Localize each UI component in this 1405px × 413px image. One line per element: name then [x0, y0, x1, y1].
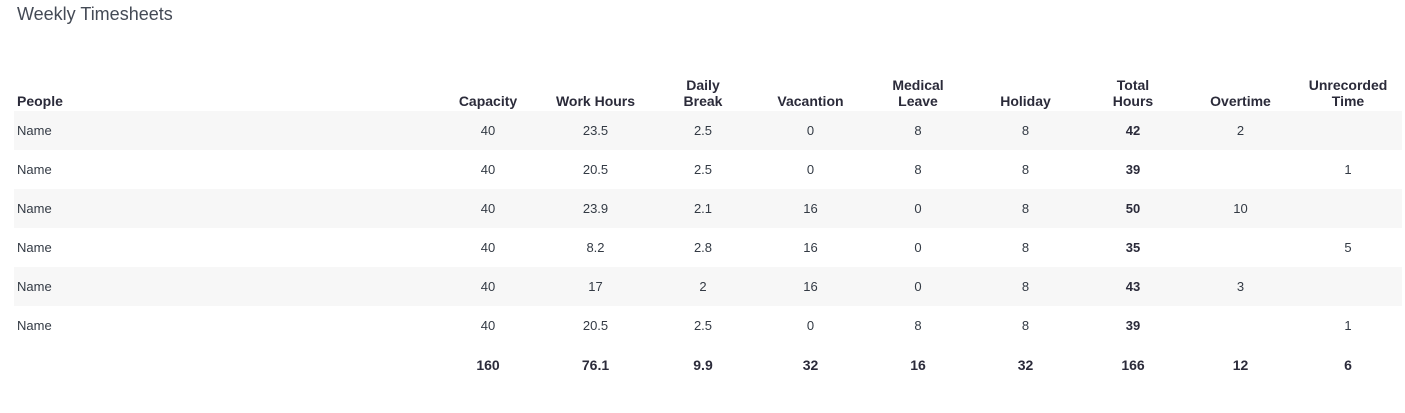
cell-work-hours: 23.5: [542, 111, 649, 150]
header-total-hours-line2: Hours: [1112, 93, 1154, 109]
table-row[interactable]: Name 40 20.5 2.5 0 8 8 39 1: [14, 150, 1402, 189]
header-total-hours[interactable]: Total Hours: [1079, 71, 1187, 111]
header-daily-break[interactable]: Daily Break: [649, 71, 757, 111]
cell-capacity: 40: [434, 189, 542, 228]
cell-capacity: 40: [434, 111, 542, 150]
cell-medical-leave: 8: [864, 111, 972, 150]
cell-name: Name: [17, 318, 52, 333]
cell-unrecorded-time: 5: [1344, 240, 1352, 255]
cell-overtime: [1187, 150, 1294, 189]
total-vacation: 32: [802, 356, 819, 373]
header-medical-leave-line2: Leave: [898, 93, 938, 109]
total-overtime: 12: [1232, 356, 1249, 373]
table-row[interactable]: Name 40 23.5 2.5 0 8 8 42 2: [14, 111, 1402, 150]
cell-unrecorded-time: 1: [1344, 162, 1352, 177]
cell-unrecorded-time: [1294, 111, 1402, 150]
header-daily-break-line1: Daily: [686, 77, 720, 93]
cell-name: Name: [17, 240, 52, 255]
cell-unrecorded-time: [1294, 189, 1402, 228]
cell-unrecorded-time: [1294, 267, 1402, 306]
table-row[interactable]: Name 40 8.2 2.8 16 0 8 35 5: [14, 228, 1402, 267]
total-medical-leave: 16: [910, 356, 926, 373]
cell-holiday: 8: [1021, 162, 1030, 177]
cell-work-hours: 8.2: [586, 240, 605, 255]
cell-medical-leave: 0: [864, 267, 972, 306]
total-daily-break: 9.9: [693, 356, 713, 373]
cell-vacation: 16: [757, 189, 864, 228]
header-work-hours[interactable]: Work Hours: [555, 93, 636, 109]
cell-total-hours: 50: [1079, 189, 1187, 228]
cell-capacity: 40: [480, 162, 496, 177]
cell-daily-break: 2.5: [693, 162, 713, 177]
cell-vacation: 0: [806, 162, 815, 177]
cell-total-hours: 35: [1125, 240, 1141, 255]
total-capacity: 160: [476, 356, 500, 373]
cell-total-hours: 39: [1125, 162, 1141, 177]
cell-daily-break: 2.5: [649, 111, 757, 150]
cell-daily-break: 2: [649, 267, 757, 306]
cell-holiday: 8: [972, 111, 1079, 150]
header-capacity[interactable]: Capacity: [458, 93, 518, 109]
cell-total-hours: 39: [1125, 318, 1141, 333]
cell-overtime: 3: [1187, 267, 1294, 306]
cell-work-hours: 17: [542, 267, 649, 306]
cell-vacation: 0: [806, 318, 815, 333]
header-medical-leave[interactable]: Medical Leave: [864, 71, 972, 111]
header-unrecorded-time[interactable]: Unrecorded Time: [1294, 71, 1402, 111]
total-total-hours: 166: [1121, 356, 1145, 373]
cell-work-hours: 23.9: [542, 189, 649, 228]
cell-name: Name: [14, 111, 434, 150]
header-daily-break-line2: Break: [683, 93, 723, 109]
total-holiday: 32: [1017, 356, 1034, 373]
cell-daily-break: 2.5: [693, 318, 713, 333]
table-row[interactable]: Name 40 17 2 16 0 8 43 3: [14, 267, 1402, 306]
table-header-row: People Capacity Work Hours Daily Break Va…: [14, 71, 1402, 111]
cell-daily-break: 2.1: [649, 189, 757, 228]
cell-unrecorded-time: 1: [1344, 318, 1352, 333]
totals-row: 160 76.1 9.9 32 16 32 166 12 6: [14, 345, 1402, 384]
cell-name: Name: [14, 267, 434, 306]
cell-medical-leave: 0: [864, 189, 972, 228]
cell-capacity: 40: [480, 240, 496, 255]
cell-holiday: 8: [1021, 240, 1030, 255]
header-overtime[interactable]: Overtime: [1210, 93, 1271, 109]
cell-medical-leave: 8: [914, 162, 922, 177]
cell-holiday: 8: [1021, 318, 1030, 333]
cell-work-hours: 20.5: [582, 318, 609, 333]
cell-daily-break: 2.8: [693, 240, 713, 255]
header-vacation[interactable]: Vacantion: [777, 93, 844, 109]
cell-overtime: 10: [1187, 189, 1294, 228]
cell-capacity: 40: [480, 318, 496, 333]
cell-vacation: 0: [757, 111, 864, 150]
header-holiday[interactable]: Holiday: [1000, 93, 1051, 109]
cell-holiday: 8: [972, 267, 1079, 306]
cell-work-hours: 20.5: [582, 162, 609, 177]
cell-total-hours: 42: [1079, 111, 1187, 150]
page-title: Weekly Timesheets: [17, 4, 173, 24]
header-unrecorded-time-line2: Time: [1331, 93, 1365, 109]
cell-total-hours: 43: [1079, 267, 1187, 306]
totals-label-cell: [14, 345, 434, 384]
total-unrecorded-time: 6: [1344, 356, 1352, 373]
cell-name: Name: [14, 189, 434, 228]
cell-name: Name: [17, 162, 52, 177]
cell-capacity: 40: [434, 267, 542, 306]
cell-overtime: [1187, 306, 1294, 345]
header-total-hours-line1: Total: [1116, 77, 1150, 93]
cell-medical-leave: 8: [914, 318, 922, 333]
cell-medical-leave: 0: [914, 240, 922, 255]
table-row[interactable]: Name 40 23.9 2.1 16 0 8 50 10: [14, 189, 1402, 228]
timesheet-table: People Capacity Work Hours Daily Break Va…: [14, 71, 1402, 384]
header-unrecorded-time-line1: Unrecorded: [1308, 77, 1388, 93]
cell-overtime: 2: [1187, 111, 1294, 150]
cell-vacation: 16: [803, 240, 818, 255]
table-row[interactable]: Name 40 20.5 2.5 0 8 8 39 1: [14, 306, 1402, 345]
header-medical-leave-line1: Medical: [892, 77, 944, 93]
cell-overtime: [1187, 228, 1294, 267]
header-people[interactable]: People: [17, 93, 63, 109]
total-work-hours: 76.1: [581, 356, 610, 373]
cell-holiday: 8: [972, 189, 1079, 228]
cell-vacation: 16: [757, 267, 864, 306]
